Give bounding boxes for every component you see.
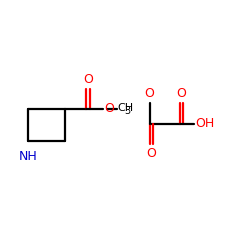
Text: CH: CH [117,103,134,113]
Text: OH: OH [195,117,214,130]
Text: O: O [177,87,186,100]
Text: NH: NH [19,150,38,164]
Text: O: O [104,102,115,115]
Text: O: O [83,72,93,86]
Text: 3: 3 [124,106,130,116]
Text: O: O [144,87,154,100]
Text: O: O [147,147,156,160]
